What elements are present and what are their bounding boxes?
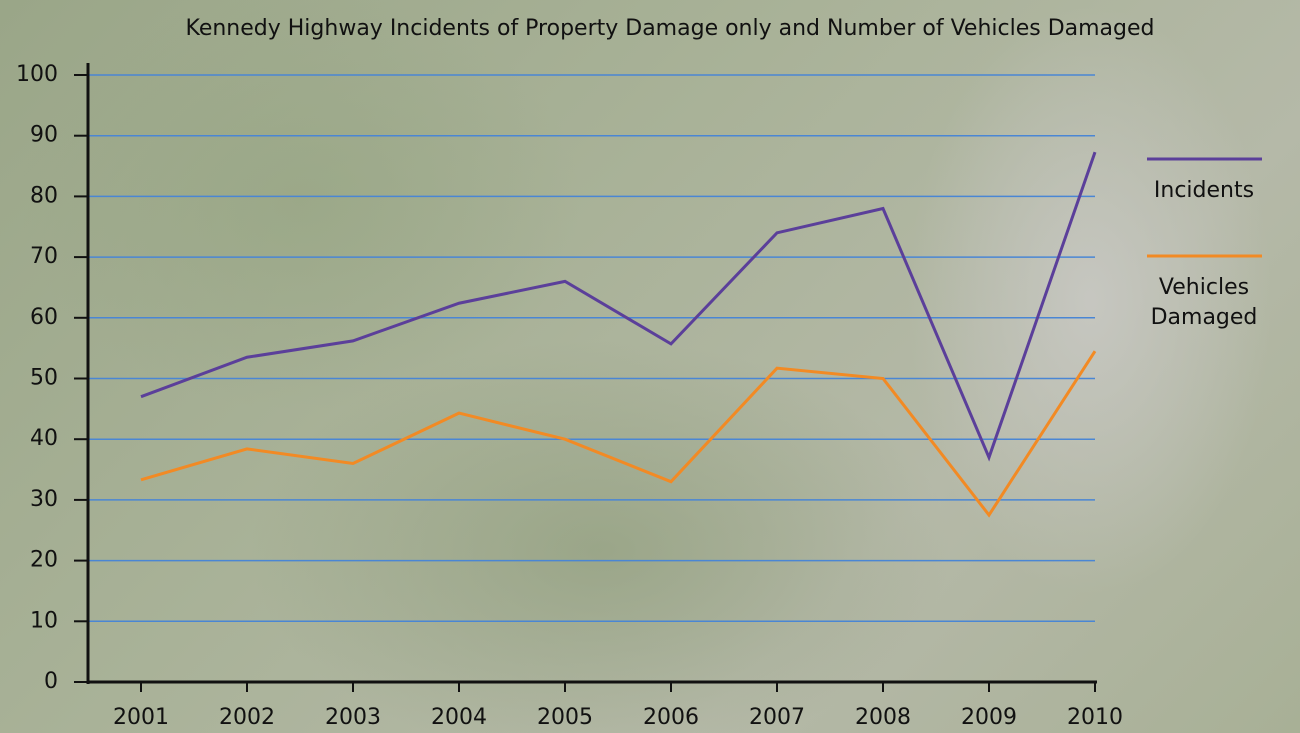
- series-line: [140, 151, 1097, 462]
- x-tick-label: 2010: [1067, 705, 1123, 730]
- series-line: [140, 350, 1097, 518]
- x-tick-label: 2008: [855, 705, 911, 730]
- x-tick-label: 2002: [219, 705, 275, 730]
- y-tick-label: 80: [30, 183, 58, 208]
- y-tick-label: 0: [44, 669, 58, 694]
- x-tick-label: 2007: [749, 705, 805, 730]
- x-tick-label: 2009: [961, 705, 1017, 730]
- legend-label: Vehicles Damaged: [1150, 275, 1258, 330]
- legend-label: Incidents: [1153, 178, 1255, 203]
- y-tick-label: 100: [16, 62, 58, 87]
- x-tick-label: 2005: [537, 705, 593, 730]
- y-tick-label: 70: [30, 244, 58, 269]
- chart-title: Kennedy Highway Incidents of Property Da…: [186, 16, 1155, 41]
- x-tick-label: 2003: [325, 705, 381, 730]
- x-tick-label: 2006: [643, 705, 699, 730]
- x-tick-label: 2001: [113, 705, 169, 730]
- y-tick-label: 40: [30, 426, 58, 451]
- y-tick-label: 10: [30, 608, 58, 633]
- y-tick-label: 20: [30, 548, 58, 573]
- y-tick-label: 50: [30, 366, 58, 391]
- y-tick-label: 90: [30, 123, 58, 148]
- y-tick-label: 60: [30, 305, 58, 330]
- x-tick-label: 2004: [431, 705, 487, 730]
- y-tick-label: 30: [30, 487, 58, 512]
